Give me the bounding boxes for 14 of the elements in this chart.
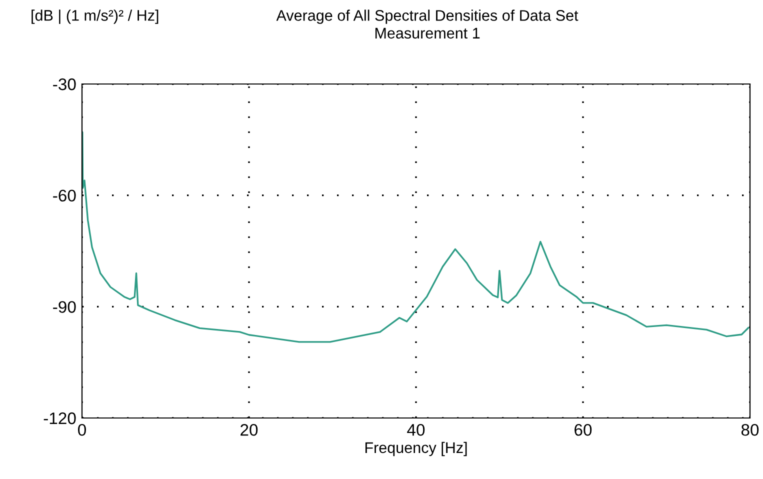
x-tick-label: 60 — [574, 424, 592, 436]
chart-title: Average of All Spectral Densities of Data Set — [276, 10, 578, 24]
x-tick-label: 0 — [78, 424, 86, 436]
chart-subtitle: Measurement 1 — [375, 28, 480, 39]
y-tick-label: -120 — [44, 412, 76, 424]
x-tick-label: 80 — [741, 424, 759, 436]
y-tick-label: -90 — [53, 301, 76, 313]
x-axis-title: Frequency [Hz] — [365, 442, 467, 456]
x-tick-label: 40 — [407, 424, 425, 436]
line-series — [82, 131, 750, 343]
y-tick-label: -30 — [53, 78, 76, 90]
y-axis-title: [dB | (1 m/s²)² / Hz] — [32, 10, 158, 24]
y-tick-label: -60 — [53, 190, 76, 202]
x-tick-label: 20 — [240, 424, 258, 436]
